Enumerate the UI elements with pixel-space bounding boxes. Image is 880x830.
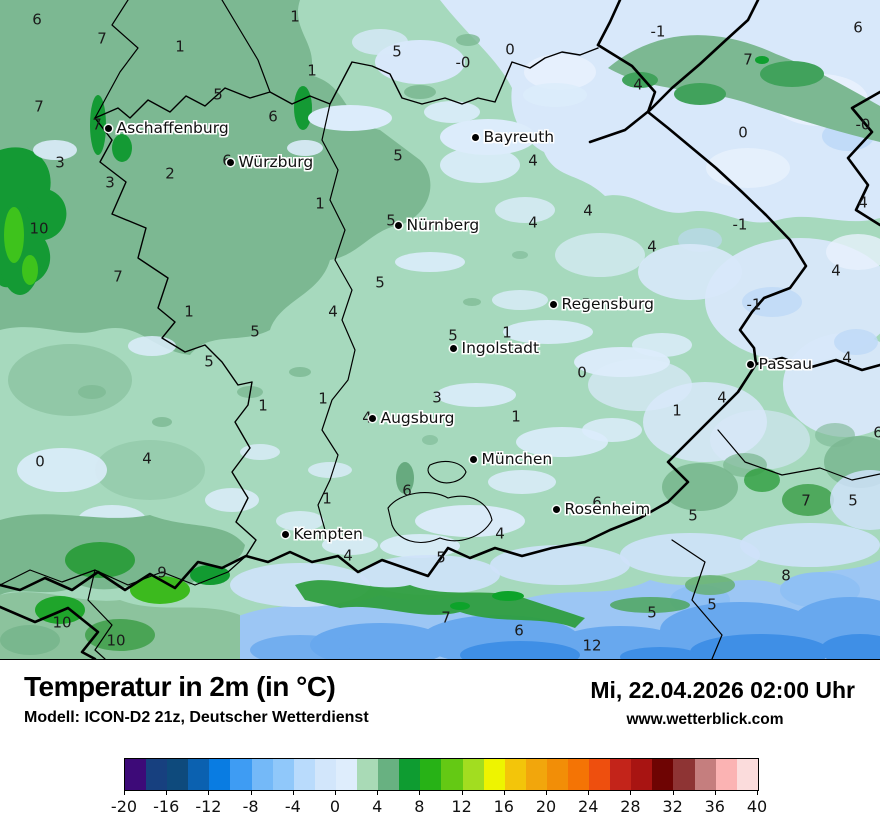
- tick-label: -8: [242, 797, 259, 816]
- tick-mark: [630, 790, 632, 795]
- tick-label: 8: [414, 797, 425, 816]
- colorbar-segment: [188, 759, 210, 790]
- colorbar-segment: [230, 759, 252, 790]
- colorbar-segment: [525, 759, 547, 790]
- tick-mark: [588, 790, 590, 795]
- tick-mark: [672, 790, 674, 795]
- tick-label: 32: [662, 797, 683, 816]
- colorbar-segment: [483, 759, 505, 790]
- page-title: Temperatur in 2m (in °C): [24, 671, 336, 702]
- temperature-colorbar: [124, 758, 759, 791]
- colorbar-segment: [209, 759, 231, 790]
- tick-label: -20: [110, 797, 138, 816]
- tick-label: 40: [746, 797, 768, 816]
- website-link: www.wetterblick.com: [626, 711, 784, 728]
- tick-label: -12: [195, 797, 222, 816]
- tick-mark: [714, 790, 716, 795]
- model-info: Modell: ICON-D2 21z, Deutscher Wetterdie…: [24, 709, 369, 726]
- tick-mark: [250, 790, 252, 795]
- colorbar-segment: [420, 759, 442, 790]
- forecast-datetime: Mi, 22.04.2026 02:00 Uhr: [590, 677, 855, 703]
- colorbar-segment: [125, 759, 147, 790]
- tick-label: 36: [704, 797, 725, 816]
- colorbar-segment: [314, 759, 336, 790]
- colorbar-segment: [546, 759, 568, 790]
- colorbar-segment: [694, 759, 716, 790]
- tick-mark: [461, 790, 463, 795]
- colorbar-segment: [441, 759, 463, 790]
- colorbar-segment: [167, 759, 189, 790]
- colorbar-segment: [504, 759, 526, 790]
- colorbar-segment: [652, 759, 674, 790]
- colorbar-segment: [335, 759, 358, 790]
- temperature-field: [0, 0, 880, 659]
- colorbar-segment: [399, 759, 421, 790]
- weather-map: 6 7 1 1 5 -0 0 -1 7 6 1 4 5 7 6 -0 7 3 2 3 6 5 4 0 1 4 4 5 -1 4 10 4 7 5 4…: [0, 0, 880, 660]
- tick-label: 24: [578, 797, 599, 816]
- tick-label: 0: [329, 797, 341, 816]
- tick-mark: [166, 790, 168, 795]
- tick-mark: [757, 790, 758, 795]
- colorbar-segment: [378, 759, 400, 790]
- tick-label: -4: [284, 797, 301, 816]
- tick-label: 12: [451, 797, 472, 816]
- colorbar-segment: [673, 759, 695, 790]
- colorbar-segment: [736, 759, 758, 790]
- temperature-field-svg: [0, 0, 880, 659]
- colorbar-segment: [567, 759, 590, 790]
- colorbar-segment: [251, 759, 273, 790]
- tick-label: 28: [620, 797, 641, 816]
- tick-label: 16: [493, 797, 514, 816]
- tick-mark: [124, 790, 125, 795]
- colorbar-segment: [272, 759, 294, 790]
- colorbar-segment: [589, 759, 611, 790]
- colorbar-segment: [293, 759, 315, 790]
- tick-mark: [208, 790, 210, 795]
- colorbar-segment: [715, 759, 737, 790]
- tick-mark: [503, 790, 505, 795]
- tick-mark: [377, 790, 379, 795]
- tick-mark: [546, 790, 547, 795]
- tick-mark: [292, 790, 294, 795]
- tick-label: 20: [535, 797, 557, 816]
- tick-label: -16: [153, 797, 180, 816]
- colorbar-segment: [146, 759, 168, 790]
- colorbar-segment: [631, 759, 653, 790]
- tick-mark: [335, 790, 336, 795]
- border-lines: [0, 0, 880, 659]
- tick-label: 4: [372, 797, 383, 816]
- colorbar-segment: [357, 759, 379, 790]
- colorbar-segment: [610, 759, 632, 790]
- colorbar-segment: [462, 759, 484, 790]
- tick-mark: [419, 790, 421, 795]
